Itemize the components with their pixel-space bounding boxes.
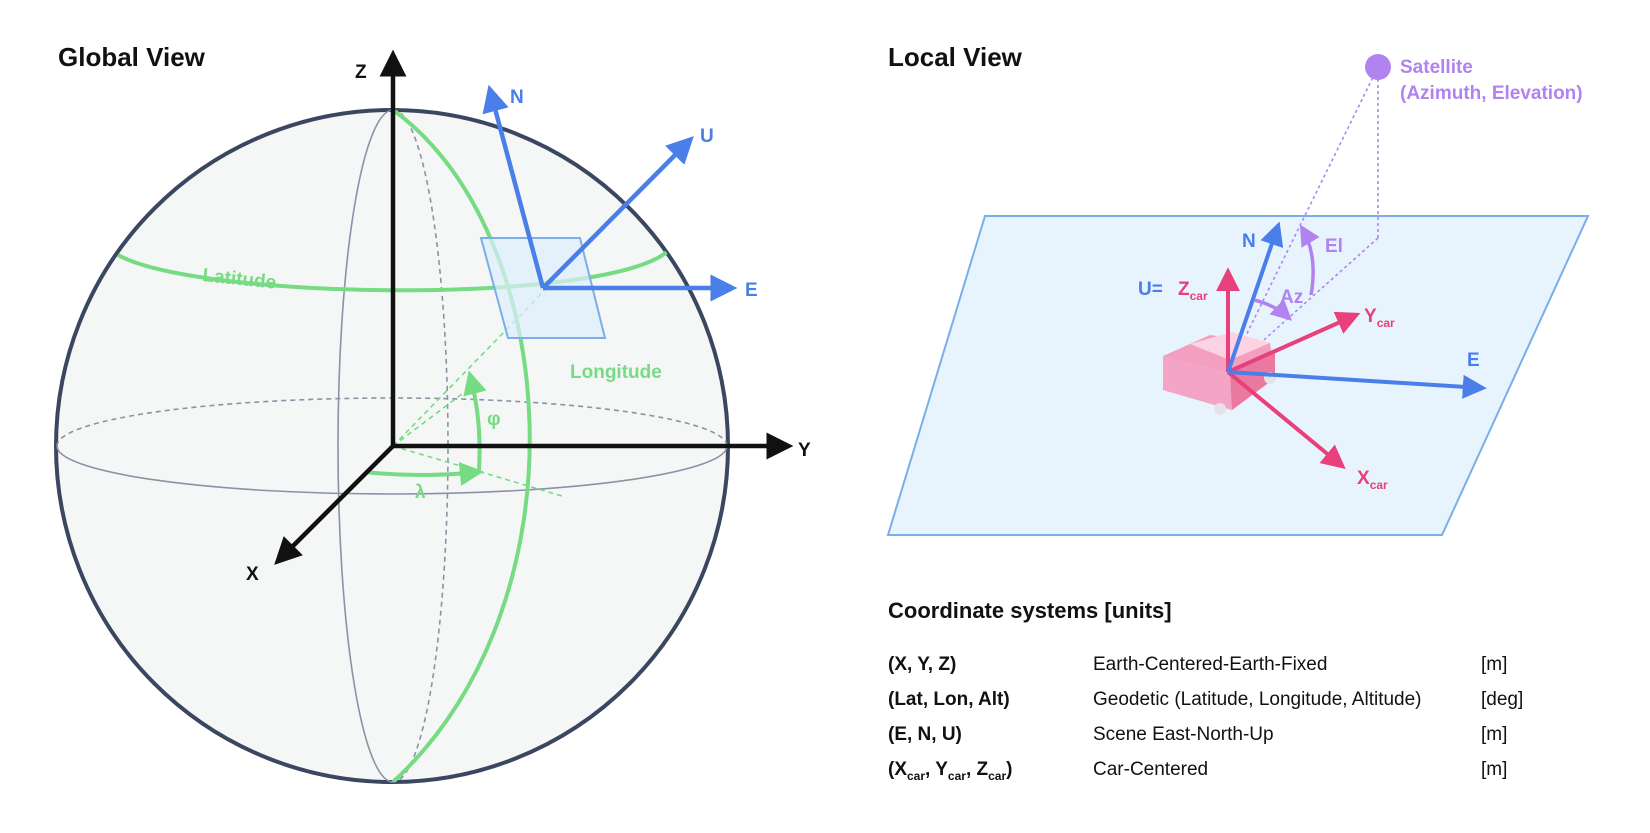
local-north-arrow xyxy=(1226,221,1284,373)
legend-description: Car-Centered xyxy=(1093,759,1209,780)
satellite-label: Satellite xyxy=(1400,57,1473,78)
global-view-title: Global View xyxy=(58,42,206,72)
elevation-label: El xyxy=(1325,236,1343,257)
legend-description: Earth-Centered-Earth-Fixed xyxy=(1093,654,1328,675)
x-car-label: Xcar xyxy=(1357,468,1388,492)
azimuth-label: Az xyxy=(1280,287,1303,308)
legend-row-geodetic: (Lat, Lon, Alt) Geodetic (Latitude, Long… xyxy=(888,689,1608,724)
y-car-label: Ycar xyxy=(1364,306,1395,330)
north-label: N xyxy=(510,87,524,108)
y-car-arrow xyxy=(1227,311,1361,374)
lambda-arrow xyxy=(364,462,484,486)
satellite-projection-lines xyxy=(1227,66,1379,373)
legend-symbol: (Lat, Lon, Alt) xyxy=(888,689,1010,710)
local-east-label: E xyxy=(1467,350,1480,371)
phi-arrow xyxy=(463,370,487,471)
azimuth-arrow xyxy=(1253,298,1293,321)
local-north-label: N xyxy=(1242,231,1256,252)
east-label: E xyxy=(745,280,758,301)
up-label: U xyxy=(700,126,714,147)
legend-row-enu: (E, N, U) Scene East-North-Up [m] xyxy=(888,724,1608,759)
equator-front xyxy=(56,445,728,495)
legend-row-ecef: (X, Y, Z) Earth-Centered-Earth-Fixed [m] xyxy=(888,654,1608,689)
longitude-line xyxy=(391,110,532,782)
legend-symbol: (E, N, U) xyxy=(888,724,962,745)
latitude-line xyxy=(117,250,669,293)
legend-symbol: (Xcar, Ycar, Zcar) xyxy=(888,759,1013,783)
up-arrow xyxy=(541,136,694,290)
legend-row-car: (Xcar, Ycar, Zcar) Car-Centered [m] xyxy=(888,759,1608,794)
legend-unit: [m] xyxy=(1481,654,1508,675)
elevation-arrow xyxy=(1299,224,1320,296)
lambda-label: λ xyxy=(415,482,426,503)
legend-description: Scene East-North-Up xyxy=(1093,724,1274,745)
local-east-arrow xyxy=(1227,370,1487,399)
legend-title: Coordinate systems [units] xyxy=(888,598,1172,623)
legend-description: Geodetic (Latitude, Longitude, Altitude) xyxy=(1093,689,1422,710)
up-equals-label: U= xyxy=(1138,279,1163,300)
satellite-sublabel: (Azimuth, Elevation) xyxy=(1400,83,1583,104)
legend-unit: [m] xyxy=(1481,759,1508,780)
legend-unit: [m] xyxy=(1481,724,1508,745)
equator-projection-dashed-line xyxy=(392,445,563,497)
z-axis-label: Z xyxy=(355,62,367,83)
x-car-arrow xyxy=(1226,370,1346,470)
legend-unit: [deg] xyxy=(1481,689,1524,710)
satellite-icon xyxy=(1365,54,1391,80)
coordinate-systems-legend: Coordinate systems [units] (X, Y, Z) Ear… xyxy=(888,598,1608,794)
radius-inner-dashed xyxy=(392,393,463,447)
north-arrow xyxy=(482,84,546,289)
x-axis-label: X xyxy=(246,564,259,585)
z-car-label: Zcar xyxy=(1178,279,1208,303)
y-axis-label: Y xyxy=(798,440,811,461)
longitude-label: Longitude xyxy=(570,362,662,383)
legend-symbol: (X, Y, Z) xyxy=(888,654,957,675)
x-axis-arrow xyxy=(274,444,395,565)
meridian-front xyxy=(337,109,394,783)
local-view-title: Local View xyxy=(888,42,1023,72)
phi-label: φ xyxy=(487,409,501,430)
